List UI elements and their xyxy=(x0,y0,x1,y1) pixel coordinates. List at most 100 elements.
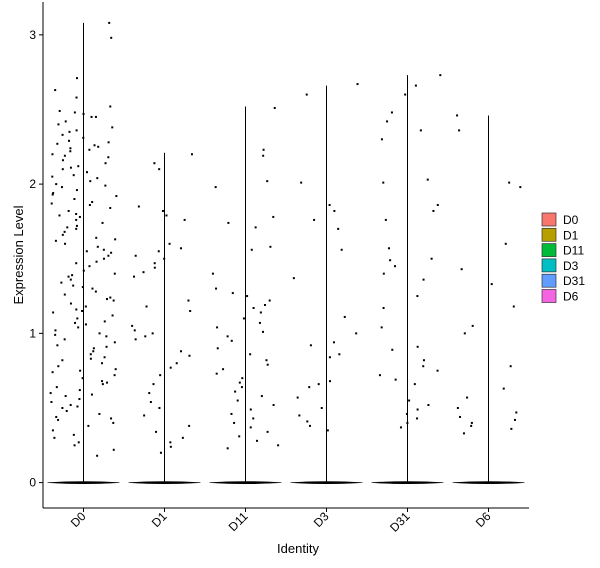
point-D11-46 xyxy=(226,447,229,450)
x-tick-label-D31: D31 xyxy=(387,509,413,535)
point-D0-94 xyxy=(81,377,84,380)
point-D31-18 xyxy=(416,295,419,298)
point-D31-13 xyxy=(430,257,433,260)
point-D0-82 xyxy=(113,341,116,344)
point-D0-44 xyxy=(75,224,78,227)
point-D0-125 xyxy=(69,166,72,169)
point-D31-25 xyxy=(436,369,439,372)
point-D31-20 xyxy=(380,326,383,329)
point-D11-44 xyxy=(256,439,259,442)
legend-label-D1: D1 xyxy=(563,228,579,242)
point-D0-85 xyxy=(92,350,95,353)
point-D31-19 xyxy=(382,306,385,309)
point-D0-140 xyxy=(54,333,57,336)
point-D0-141 xyxy=(105,345,108,348)
point-D11-28 xyxy=(222,368,225,371)
point-D3-17 xyxy=(308,386,311,389)
point-D0-136 xyxy=(81,286,84,289)
point-D1-37 xyxy=(169,441,172,444)
point-D0-70 xyxy=(84,305,87,308)
point-D0-77 xyxy=(77,326,80,329)
point-D31-3 xyxy=(390,111,393,114)
point-D0-105 xyxy=(65,409,68,412)
point-D0-122 xyxy=(93,144,96,147)
y-tick-label-0: 0 xyxy=(29,476,36,490)
point-D0-17 xyxy=(97,145,100,148)
point-D6-12 xyxy=(466,396,469,399)
point-D0-116 xyxy=(112,448,115,451)
point-D0-25 xyxy=(61,168,64,171)
point-D0-73 xyxy=(111,314,114,317)
point-D11-43 xyxy=(238,435,241,438)
point-D0-123 xyxy=(88,148,91,151)
point-D0-101 xyxy=(78,398,81,401)
point-D0-128 xyxy=(51,193,54,196)
point-D0-34 xyxy=(115,195,118,198)
point-D3-14 xyxy=(328,356,331,359)
point-D0-113 xyxy=(53,436,56,439)
point-D11-40 xyxy=(233,421,236,424)
point-D1-3 xyxy=(137,205,140,208)
point-D31-23 xyxy=(422,359,425,362)
point-D0-146 xyxy=(76,405,79,408)
point-D0-147 xyxy=(110,417,113,420)
point-D0-39 xyxy=(67,209,70,212)
point-D0-47 xyxy=(61,233,64,236)
point-D31-32 xyxy=(405,412,408,415)
point-D1-14 xyxy=(142,271,145,274)
point-D0-6 xyxy=(73,111,76,114)
point-D0-112 xyxy=(72,433,75,436)
point-D31-30 xyxy=(427,404,430,407)
point-D6-16 xyxy=(513,418,516,421)
point-D0-126 xyxy=(51,175,54,178)
point-D11-42 xyxy=(266,430,269,433)
point-D0-45 xyxy=(75,227,78,230)
point-D1-7 xyxy=(168,242,171,245)
point-D6-14 xyxy=(515,411,518,414)
point-D3-7 xyxy=(340,248,343,251)
point-D0-89 xyxy=(101,362,104,365)
point-D3-15 xyxy=(329,380,332,383)
point-D0-95 xyxy=(101,380,104,383)
point-D6-11 xyxy=(502,387,505,390)
point-D1-1 xyxy=(153,162,156,165)
point-D0-1 xyxy=(110,36,113,39)
point-D6-7 xyxy=(512,305,515,308)
point-D31-8 xyxy=(382,181,385,184)
point-D0-137 xyxy=(106,298,109,301)
point-D11-13 xyxy=(246,295,249,298)
point-D11-5 xyxy=(272,215,275,218)
point-D0-110 xyxy=(87,424,90,427)
point-D31-27 xyxy=(394,378,397,381)
point-D0-53 xyxy=(110,251,113,254)
legend-swatch-D3 xyxy=(541,258,557,273)
y-tick-label-2: 2 xyxy=(29,177,36,191)
point-D0-9 xyxy=(64,120,67,123)
point-D1-6 xyxy=(183,218,186,221)
point-D0-91 xyxy=(114,368,117,371)
point-D0-83 xyxy=(56,344,59,347)
point-D1-31 xyxy=(149,401,152,404)
point-D0-76 xyxy=(84,323,87,326)
point-D1-26 xyxy=(175,362,178,365)
point-D1-19 xyxy=(131,324,134,327)
point-D0-79 xyxy=(98,332,101,335)
point-D0-124 xyxy=(63,154,66,157)
point-D1-29 xyxy=(152,383,155,386)
point-D0-121 xyxy=(107,141,110,144)
point-D11-18 xyxy=(242,317,245,320)
point-D31-29 xyxy=(408,399,411,402)
point-D0-90 xyxy=(57,365,60,368)
point-D0-63 xyxy=(72,284,75,287)
legend-label-D3: D3 xyxy=(563,259,579,273)
point-D0-28 xyxy=(96,177,99,180)
point-D3-13 xyxy=(338,353,341,356)
y-axis-title: Expression Level xyxy=(11,205,26,304)
point-D3-22 xyxy=(308,424,311,427)
point-D0-8 xyxy=(90,115,93,118)
point-D3-0 xyxy=(356,83,359,86)
point-D11-26 xyxy=(265,359,268,362)
point-D0-134 xyxy=(75,262,78,265)
point-D11-33 xyxy=(234,390,237,393)
